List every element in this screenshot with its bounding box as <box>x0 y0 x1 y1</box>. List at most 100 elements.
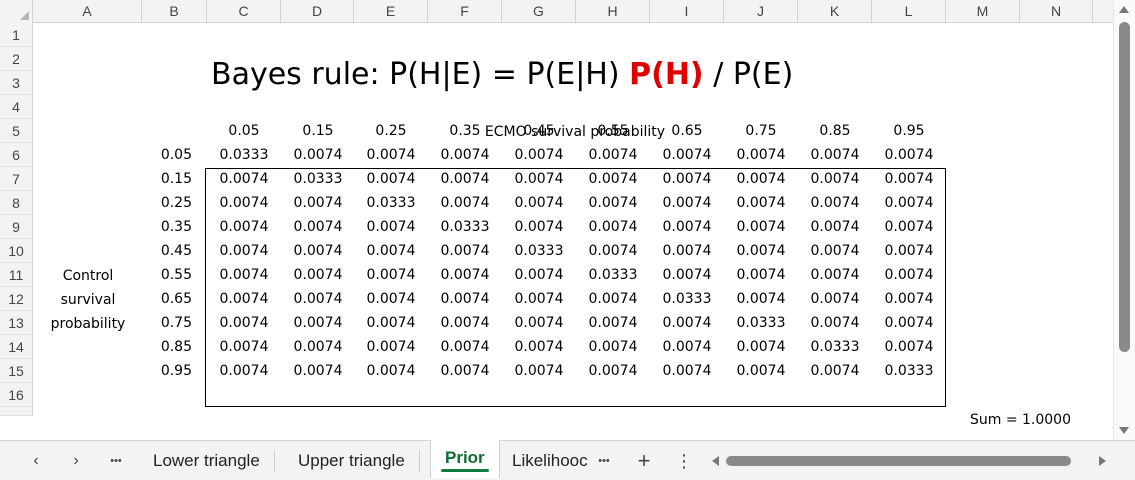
prior-cell[interactable]: 0.0074 <box>440 267 490 283</box>
x-value-cell[interactable]: 0.55 <box>597 123 629 139</box>
tab-likelihood[interactable]: Likelihooc <box>512 451 588 470</box>
column-header-g[interactable]: G <box>502 0 576 23</box>
prior-cell[interactable]: 0.0074 <box>293 267 343 283</box>
column-header-i[interactable]: I <box>650 0 724 23</box>
prior-cell[interactable]: 0.0074 <box>514 363 564 379</box>
prior-cell[interactable]: 0.0074 <box>588 219 638 235</box>
vertical-scrollbar[interactable] <box>1113 0 1135 440</box>
prior-cell[interactable]: 0.0333 <box>219 147 269 163</box>
y-value-cell[interactable]: 0.05 <box>160 147 192 163</box>
prior-cell[interactable]: 0.0074 <box>588 363 638 379</box>
row-header-9[interactable]: 9 <box>0 215 33 239</box>
row-header-13[interactable]: 13 <box>0 311 33 335</box>
prior-cell[interactable]: 0.0074 <box>440 339 490 355</box>
chevron-right-icon[interactable]: › <box>73 452 79 469</box>
row-header-7[interactable]: 7 <box>0 167 33 191</box>
prior-cell[interactable]: 0.0333 <box>514 243 564 259</box>
x-value-cell[interactable]: 0.45 <box>523 123 555 139</box>
column-header-n[interactable]: N <box>1020 0 1093 23</box>
y-value-cell[interactable]: 0.65 <box>160 291 192 307</box>
prior-cell[interactable]: 0.0074 <box>884 339 934 355</box>
scroll-down-icon[interactable] <box>1119 427 1129 434</box>
prior-cell[interactable]: 0.0074 <box>662 171 712 187</box>
horizontal-scroll-thumb[interactable] <box>726 456 1071 466</box>
y-value-cell[interactable]: 0.85 <box>160 339 192 355</box>
prior-cell[interactable]: 0.0333 <box>293 171 343 187</box>
prior-cell[interactable]: 0.0074 <box>662 243 712 259</box>
prior-cell[interactable]: 0.0074 <box>662 315 712 331</box>
prior-cell[interactable]: 0.0074 <box>662 195 712 211</box>
prior-cell[interactable]: 0.0074 <box>440 195 490 211</box>
row-header-5[interactable]: 5 <box>0 119 33 143</box>
prior-cell[interactable]: 0.0074 <box>440 243 490 259</box>
prior-cell[interactable]: 0.0074 <box>736 243 786 259</box>
prior-cell[interactable]: 0.0074 <box>810 147 860 163</box>
prior-cell[interactable]: 0.0074 <box>810 315 860 331</box>
prior-cell[interactable]: 0.0074 <box>219 267 269 283</box>
row-header-12[interactable]: 12 <box>0 287 33 311</box>
prior-cell[interactable]: 0.0074 <box>662 219 712 235</box>
prior-cell[interactable]: 0.0074 <box>810 267 860 283</box>
y-value-cell[interactable]: 0.15 <box>160 171 192 187</box>
prior-cell[interactable]: 0.0074 <box>219 315 269 331</box>
prior-cell[interactable]: 0.0074 <box>514 267 564 283</box>
x-axis-label[interactable]: ECMO survival probability <box>484 124 666 140</box>
column-header-e[interactable]: E <box>354 0 428 23</box>
column-header-d[interactable]: D <box>281 0 354 23</box>
prior-cell[interactable]: 0.0074 <box>514 315 564 331</box>
prior-cell[interactable]: 0.0074 <box>884 267 934 283</box>
prior-cell[interactable]: 0.0333 <box>884 363 934 379</box>
prior-cell[interactable]: 0.0074 <box>736 267 786 283</box>
prior-cell[interactable]: 0.0074 <box>366 363 416 379</box>
y-value-cell[interactable]: 0.95 <box>160 363 192 379</box>
prior-cell[interactable]: 0.0074 <box>736 147 786 163</box>
prior-cell[interactable]: 0.0074 <box>884 315 934 331</box>
bayes-rule-title[interactable]: Bayes rule: P(H|E) = P(E|H) P(H) / P(E) <box>211 55 793 95</box>
x-value-cell[interactable]: 0.15 <box>302 123 334 139</box>
prior-cell[interactable]: 0.0074 <box>514 339 564 355</box>
row-header-2[interactable]: 2 <box>0 47 33 71</box>
prior-cell[interactable]: 0.0074 <box>662 363 712 379</box>
y-axis-label-line-3[interactable]: probability <box>50 316 126 332</box>
x-value-cell[interactable]: 0.85 <box>819 123 851 139</box>
row-header-15[interactable]: 15 <box>0 359 33 383</box>
prior-cell[interactable]: 0.0074 <box>662 339 712 355</box>
tab-prior[interactable]: Prior <box>430 440 500 478</box>
y-axis-label-line-1[interactable]: Control <box>62 268 114 284</box>
more-tabs-left-icon[interactable]: ••• <box>110 455 122 467</box>
row-header-10[interactable]: 10 <box>0 239 33 263</box>
prior-cell[interactable]: 0.0074 <box>293 363 343 379</box>
scroll-up-icon[interactable] <box>1119 6 1129 13</box>
row-header-16[interactable]: 16 <box>0 383 33 407</box>
add-sheet-icon[interactable]: + <box>637 448 651 473</box>
select-all-corner[interactable] <box>0 0 33 23</box>
row-header-14[interactable]: 14 <box>0 335 33 359</box>
prior-cell[interactable]: 0.0074 <box>884 219 934 235</box>
prior-cell[interactable]: 0.0074 <box>810 219 860 235</box>
prior-cell[interactable]: 0.0074 <box>440 171 490 187</box>
prior-cell[interactable]: 0.0074 <box>293 219 343 235</box>
prior-cell[interactable]: 0.0074 <box>736 291 786 307</box>
prior-cell[interactable]: 0.0074 <box>514 171 564 187</box>
prior-cell[interactable]: 0.0074 <box>810 243 860 259</box>
prior-cell[interactable]: 0.0074 <box>588 195 638 211</box>
y-value-cell[interactable]: 0.25 <box>160 195 192 211</box>
prior-cell[interactable]: 0.0074 <box>366 315 416 331</box>
column-header-j[interactable]: J <box>724 0 798 23</box>
row-header-11[interactable]: 11 <box>0 263 33 287</box>
prior-cell[interactable]: 0.0074 <box>810 171 860 187</box>
x-value-cell[interactable]: 0.35 <box>449 123 481 139</box>
prior-cell[interactable]: 0.0074 <box>219 219 269 235</box>
prior-cell[interactable]: 0.0074 <box>366 267 416 283</box>
prior-cell[interactable]: 0.0074 <box>440 147 490 163</box>
prior-cell[interactable]: 0.0074 <box>810 363 860 379</box>
row-header-8[interactable]: 8 <box>0 191 33 215</box>
prior-cell[interactable]: 0.0074 <box>293 315 343 331</box>
prior-cell[interactable]: 0.0074 <box>588 147 638 163</box>
prior-cell[interactable]: 0.0074 <box>366 291 416 307</box>
prior-cell[interactable]: 0.0074 <box>440 291 490 307</box>
more-tabs-right-icon[interactable]: ••• <box>598 455 610 467</box>
prior-cell[interactable]: 0.0074 <box>736 171 786 187</box>
prior-cell[interactable]: 0.0074 <box>588 171 638 187</box>
prior-cell[interactable]: 0.0074 <box>366 171 416 187</box>
